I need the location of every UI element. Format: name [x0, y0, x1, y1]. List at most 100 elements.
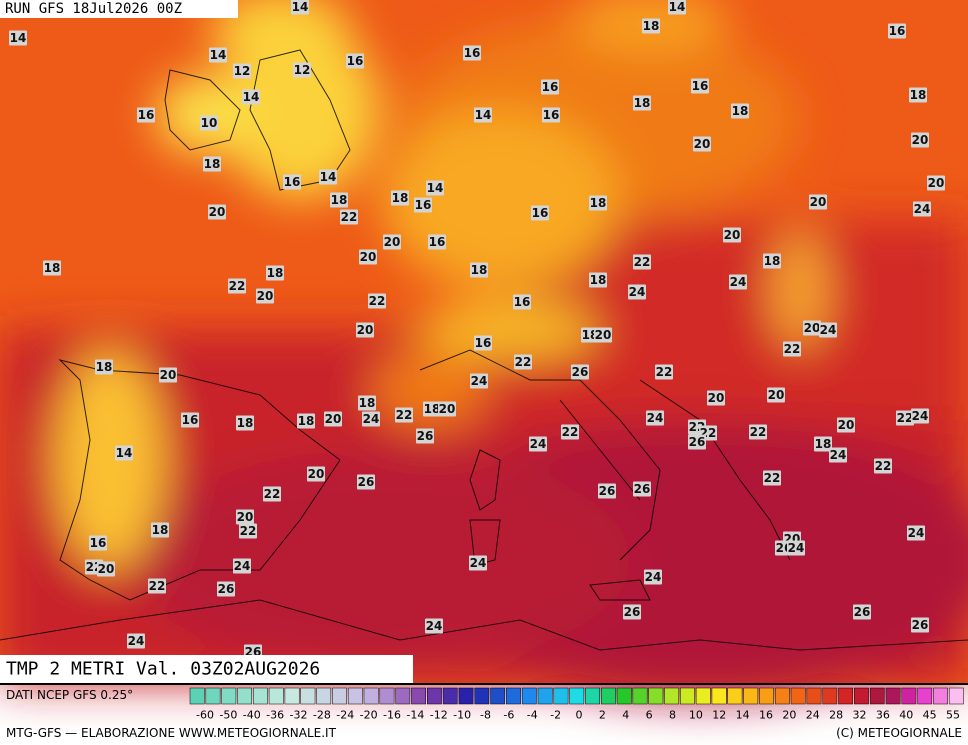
colorbar-swatch	[743, 687, 759, 705]
label-box	[646, 410, 664, 426]
temperature-label: 22	[764, 471, 781, 485]
colorbar-swatch	[221, 687, 237, 705]
colorbar-tick-label: 20	[782, 709, 796, 722]
temperature-label: 16	[464, 46, 481, 60]
label-box	[763, 470, 781, 486]
colorbar-swatch	[885, 687, 901, 705]
temperature-label: 20	[360, 250, 377, 264]
temperature-label: 22	[562, 425, 579, 439]
label-box	[414, 197, 432, 213]
label-box	[814, 436, 832, 452]
label-box	[43, 260, 61, 276]
label-box	[803, 320, 821, 336]
label-box	[438, 401, 456, 417]
temperature-label: 16	[182, 413, 199, 427]
colorbar-swatch	[585, 687, 600, 705]
label-box	[888, 23, 906, 39]
temperature-label: 16	[532, 206, 549, 220]
colorbar-swatch	[300, 687, 316, 705]
temperature-label: 18	[237, 416, 254, 430]
temperature-label: 14	[116, 446, 133, 460]
label-box	[423, 401, 441, 417]
colorbar-swatch	[363, 687, 379, 705]
temperature-label: 18	[424, 402, 441, 416]
colorbar-tick-label: 24	[806, 709, 820, 722]
label-box	[783, 341, 801, 357]
label-box	[426, 180, 444, 196]
temperature-label: 24	[912, 409, 929, 423]
label-box	[256, 288, 274, 304]
colorbar-swatch	[521, 687, 537, 705]
label-box	[723, 227, 741, 243]
label-box	[541, 79, 559, 95]
temperature-label: 24	[363, 412, 380, 426]
label-box	[95, 359, 113, 375]
temperature-label: 24	[128, 634, 145, 648]
colorbar-tick-label: 14	[736, 709, 750, 722]
copyright: (C) METEOGIORNALE	[836, 726, 962, 740]
label-box	[359, 249, 377, 265]
temperature-label: 20	[595, 328, 612, 342]
label-box	[837, 417, 855, 433]
temperature-label: 20	[804, 321, 821, 335]
temperature-label: 14	[210, 48, 227, 62]
label-box	[913, 201, 931, 217]
label-box	[233, 558, 251, 574]
label-box	[911, 132, 929, 148]
label-box	[628, 284, 646, 300]
colorbar-swatch	[395, 687, 411, 705]
label-box	[391, 190, 409, 206]
temperature-label: 16	[415, 198, 432, 212]
label-box	[383, 234, 401, 250]
label-box	[428, 234, 446, 250]
colorbar-tick-label: -10	[453, 709, 471, 722]
label-box	[217, 581, 235, 597]
label-box	[589, 272, 607, 288]
colorbar-tick-label: 8	[669, 709, 676, 722]
temperature-label: 24	[647, 411, 664, 425]
colorbar-swatch	[553, 687, 569, 705]
temperature-label: 12	[234, 64, 251, 78]
temperature-label: 26	[689, 435, 706, 449]
label-box	[208, 204, 226, 220]
label-box	[529, 436, 547, 452]
temperature-label: 24	[530, 437, 547, 451]
colorbar-swatch	[695, 687, 711, 705]
colorbar-tick-label: 28	[829, 709, 843, 722]
temperature-label: 20	[768, 388, 785, 402]
colorbar-tick-label: 12	[712, 709, 726, 722]
temperature-label: 20	[257, 289, 274, 303]
label-box	[200, 115, 218, 131]
colorbar-swatch	[854, 687, 869, 705]
colorbar-tick-label: 55	[946, 709, 960, 722]
temperature-label: 10	[201, 116, 218, 130]
temperature-label: 20	[810, 195, 827, 209]
temperature-label: 22	[784, 342, 801, 356]
colorbar-swatch	[426, 687, 442, 705]
temperature-label: 18	[96, 360, 113, 374]
temperature-label: 18	[44, 261, 61, 275]
label-box	[233, 63, 251, 79]
colorbar-tick-label: -32	[290, 709, 308, 722]
label-box	[242, 89, 260, 105]
label-box	[474, 335, 492, 351]
label-box	[731, 103, 749, 119]
colorbar-tick-label: -28	[313, 709, 331, 722]
label-box	[633, 254, 651, 270]
colorbar-swatch	[806, 687, 822, 705]
label-box	[137, 107, 155, 123]
label-box	[633, 95, 651, 111]
temperature-label: 14	[475, 108, 492, 122]
run-box	[0, 0, 238, 18]
colorbar-tick-label: -4	[527, 709, 538, 722]
temperature-label: 22	[897, 411, 914, 425]
temperature-label: 22	[369, 294, 386, 308]
temperature-label: 26	[572, 365, 589, 379]
label-box	[829, 447, 847, 463]
temperature-label: 20	[384, 235, 401, 249]
temperature-label: 14	[669, 0, 686, 14]
temperature-label: 16	[514, 295, 531, 309]
temperature-label: 20	[325, 412, 342, 426]
colorbar-swatch	[790, 687, 806, 705]
